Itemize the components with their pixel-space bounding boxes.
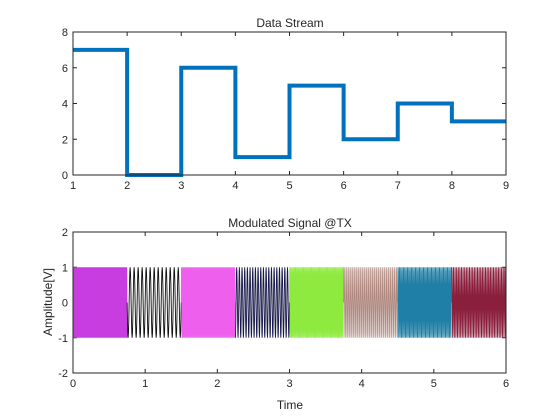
y-tick-label: 4 [62,99,68,111]
y-tick-label: 1 [62,262,68,274]
x-tick-label: 3 [286,378,292,390]
x-tick-label: 8 [449,180,455,192]
y-tick-label: -2 [58,368,68,380]
y-tick-label: 6 [62,63,68,75]
x-tick-label: 6 [341,180,347,192]
data-stream-title: Data Stream [256,16,323,30]
data-stream-plot-area: 1 2 3 4 5 6 7 8 9 0 2 4 6 8 [62,27,509,192]
signal-segment-7 [451,267,507,338]
axes-frame [72,231,507,374]
y-tick-label: -1 [58,333,68,345]
modulated-signal-axes: Modulated Signal @TX 0 1 2 3 4 5 6 -2 -1 0 1 2 Time… [41,216,509,412]
signal-segment-2 [180,267,236,338]
signal-segment-5 [343,267,399,338]
modulated-signal-title: Modulated Signal @TX [228,216,352,230]
x-tick-label: 1 [142,378,148,390]
modulated-signal-plot-area: 0 1 2 3 4 5 6 -2 -1 0 1 2 [58,227,509,390]
x-tick-label: 4 [359,378,365,390]
signal-segment-3 [234,267,290,338]
signal-segment-4 [289,267,345,338]
signal-segment-1 [126,267,182,338]
x-tick-label: 9 [503,180,509,192]
y-tick-label: 8 [62,27,68,39]
x-tick-label: 2 [124,180,130,192]
signal-segment-6 [397,267,453,338]
time-axis-label: Time [277,398,304,412]
data-stream-axes: Data Stream 1 2 3 4 5 6 7 8 9 0 2 4 6 8 [62,16,509,192]
x-tick-label: 4 [232,180,238,192]
x-tick-label: 7 [395,180,401,192]
amplitude-axis-label: Amplitude[V] [41,268,55,336]
y-tick-label: 2 [62,134,68,146]
x-tick-label: 5 [431,378,437,390]
x-tick-label: 5 [286,180,292,192]
axes-frame [72,31,507,176]
x-tick-label: 3 [178,180,184,192]
x-tick-label: 0 [70,378,76,390]
y-tick-label: 0 [62,298,68,310]
y-tick-label: 0 [62,170,68,182]
x-tick-label: 1 [70,180,76,192]
x-tick-label: 2 [214,378,220,390]
signal-segment-0 [72,267,128,338]
y-tick-label: 2 [62,227,68,239]
x-tick-label: 6 [503,378,509,390]
